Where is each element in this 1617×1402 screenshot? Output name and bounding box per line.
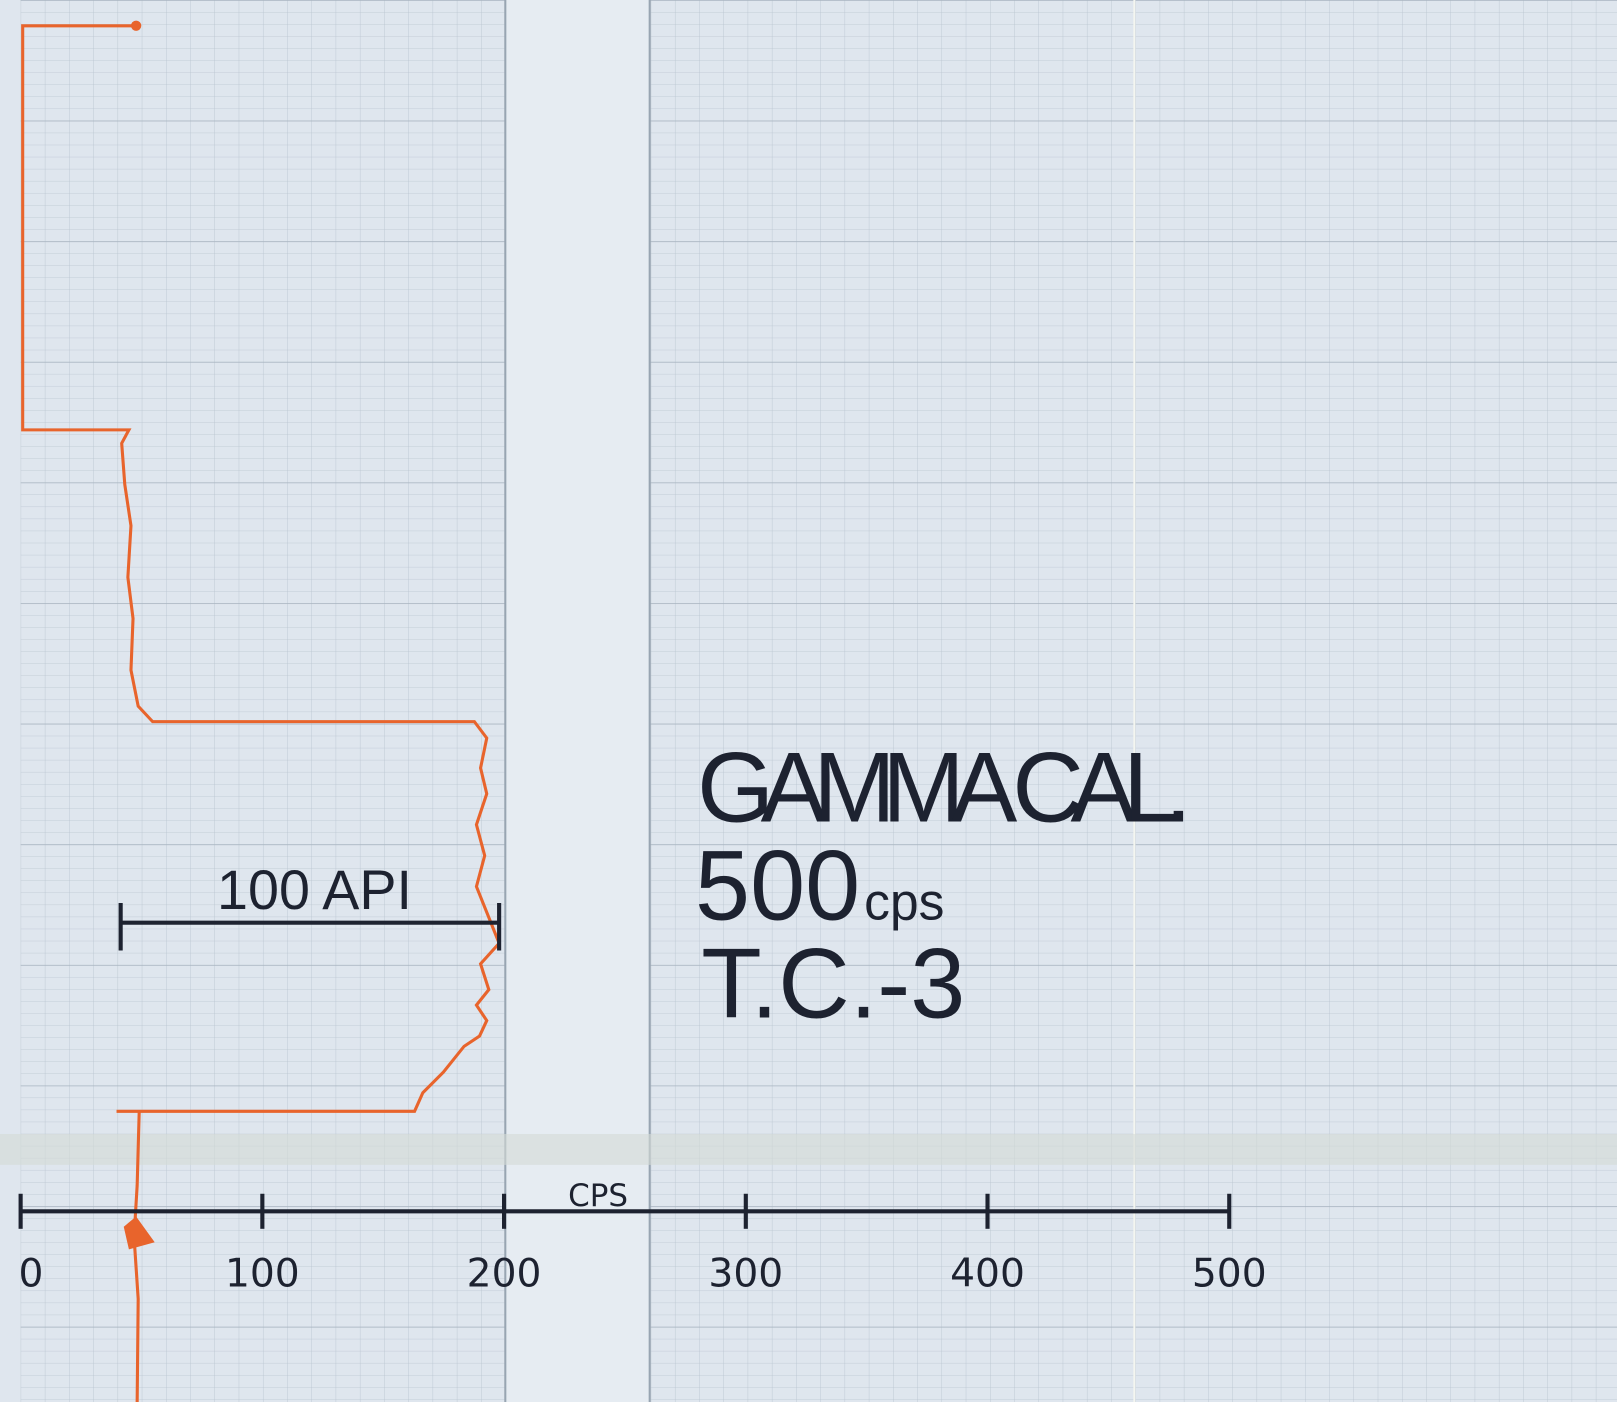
axis-label: CPS: [568, 1178, 628, 1214]
trace-marker: [123, 1216, 155, 1250]
scale-label: 100 API: [217, 859, 412, 921]
cal-rate-unit: cps: [864, 873, 944, 931]
axis-tick-label: 100: [225, 1252, 300, 1297]
axis-tick-label: 400: [950, 1252, 1025, 1297]
fold-band: [0, 1133, 1617, 1165]
scale-bar: [118, 903, 502, 951]
cal-title: GAMMA CAL.: [697, 732, 1192, 843]
depth-track: [505, 0, 650, 1402]
axis-tick-label: 200: [467, 1252, 542, 1297]
axis-tick-label: 500: [1192, 1252, 1267, 1297]
axis-tick-label: 300: [708, 1252, 783, 1297]
trace-start: [130, 20, 142, 31]
cal-tool: T.C.-3: [701, 927, 965, 1038]
cps-axis: [18, 1193, 1232, 1229]
left-track-major-grid: [20, 0, 506, 1402]
cal-rate: 500: [695, 830, 860, 941]
axis-tick-label: 0: [18, 1252, 43, 1297]
